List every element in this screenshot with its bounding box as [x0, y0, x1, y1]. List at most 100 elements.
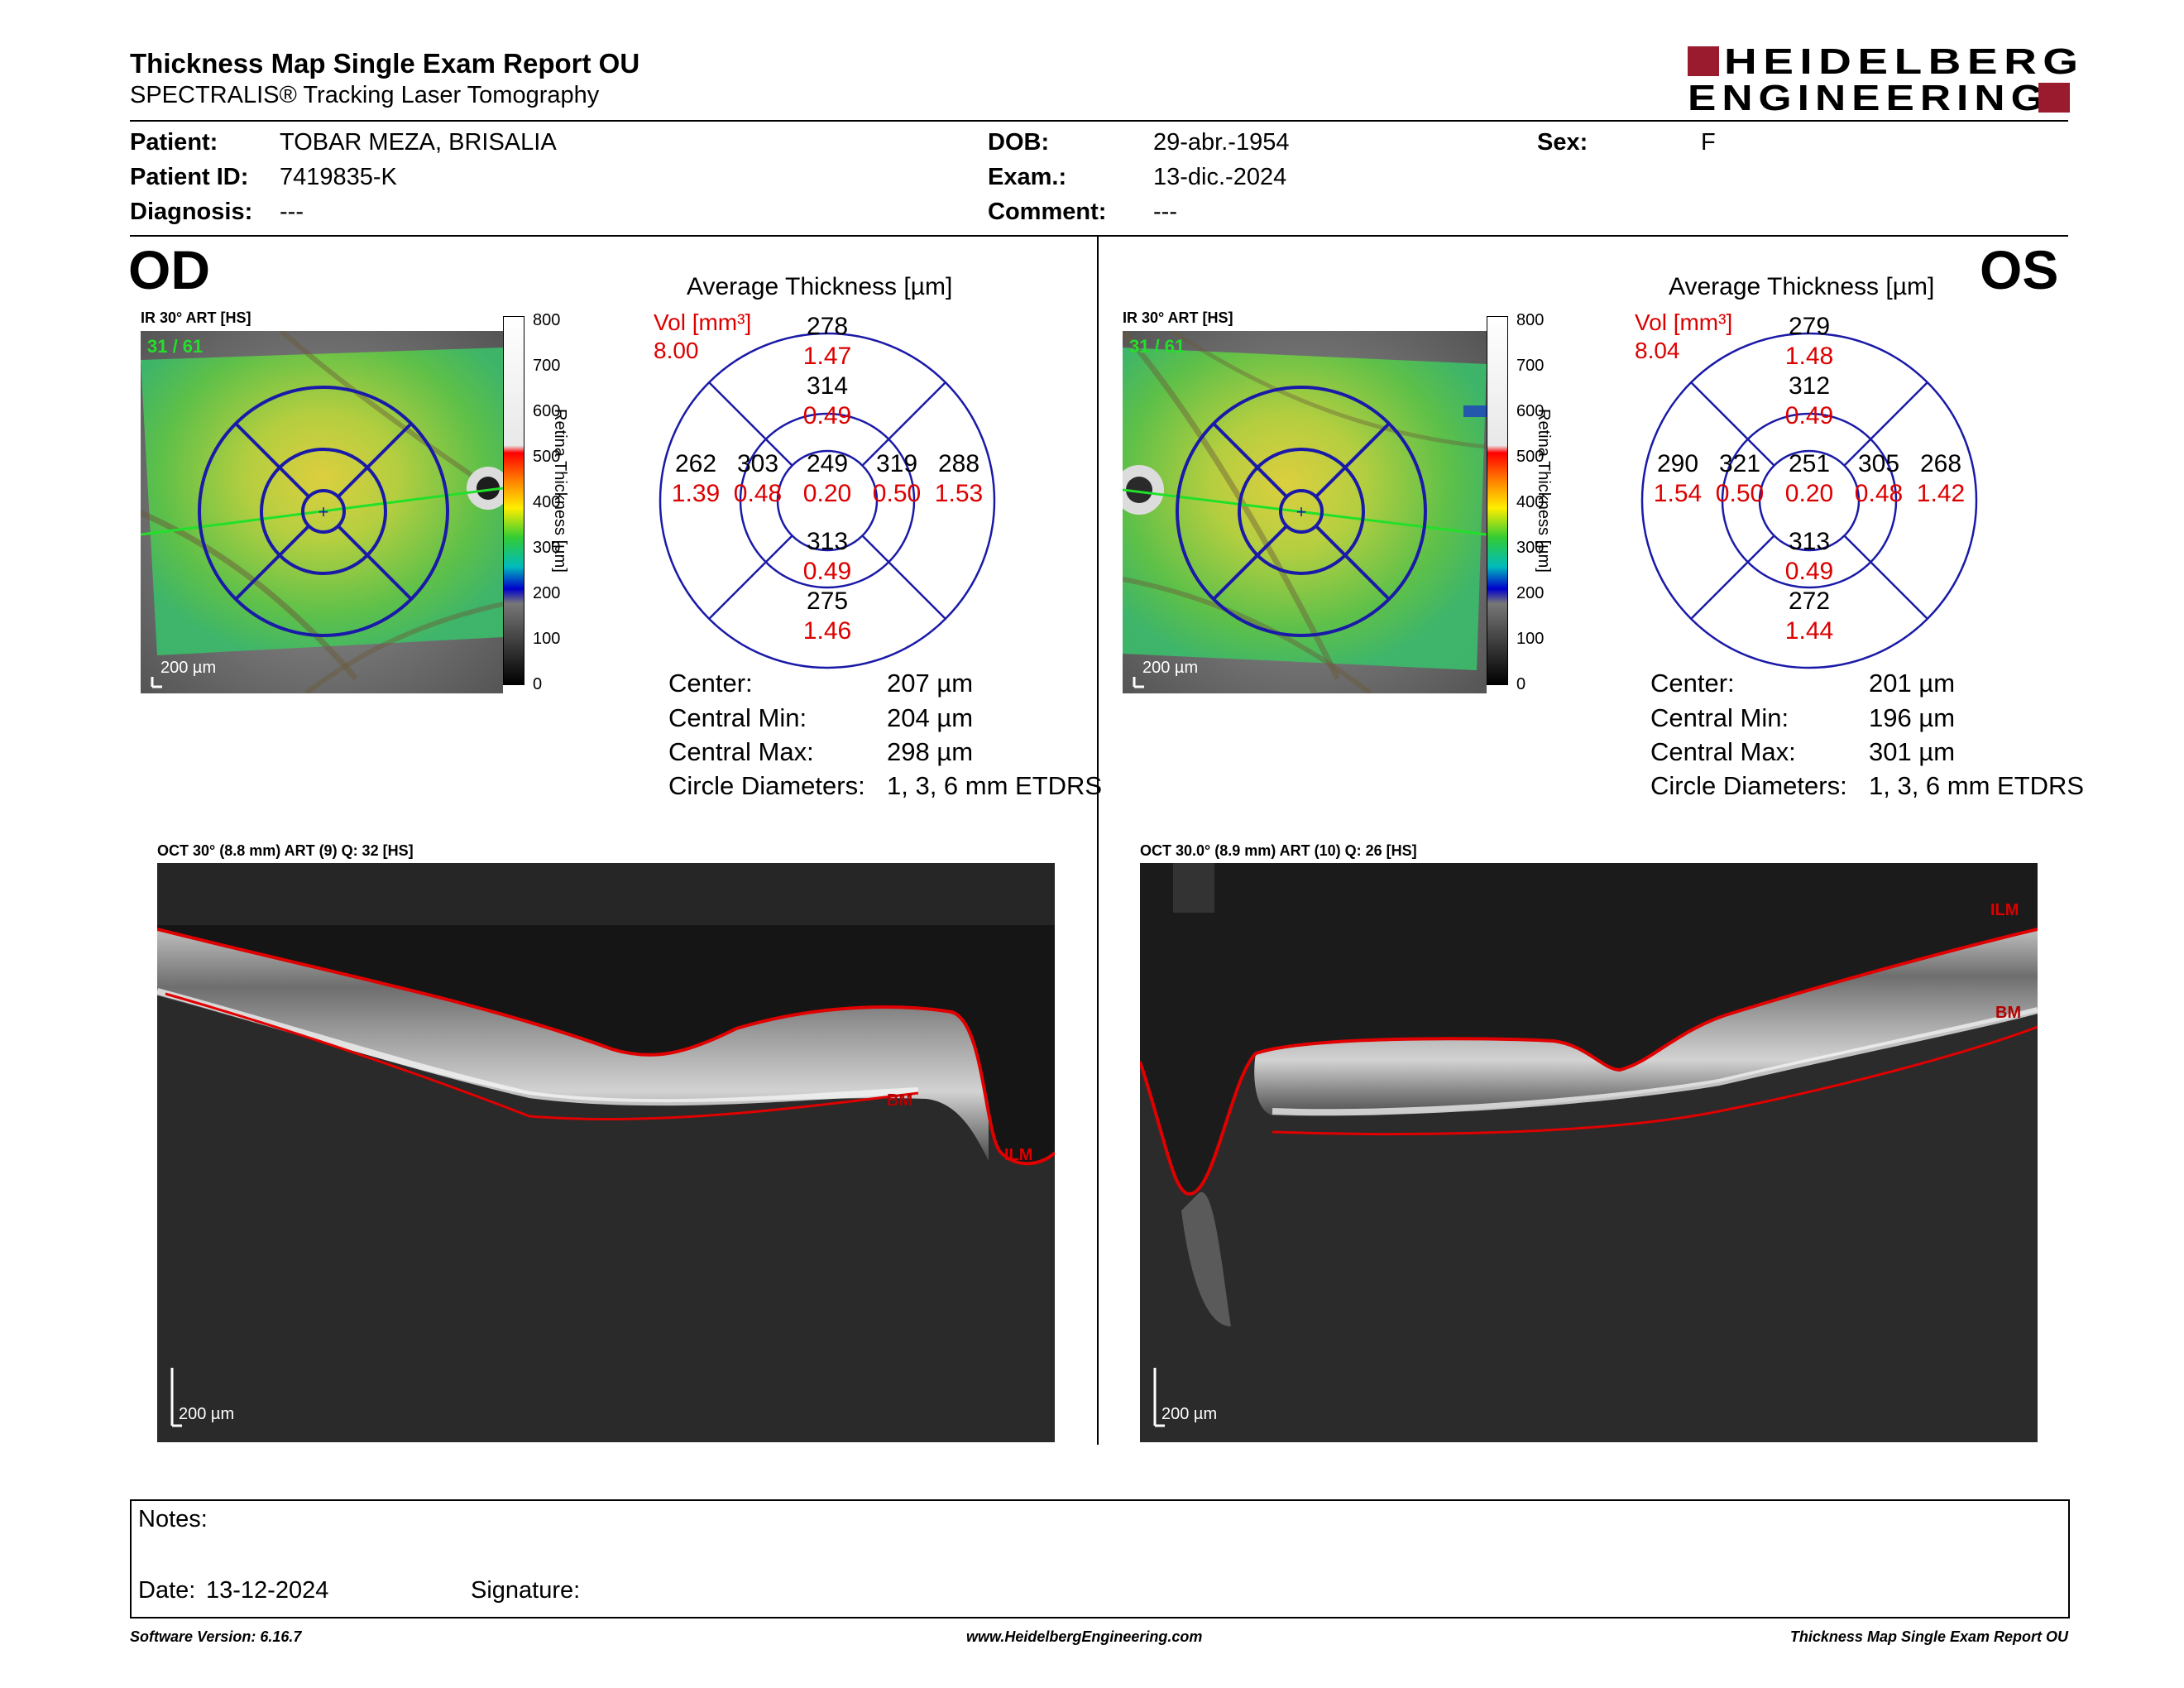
od-scale-tick: 200 [533, 584, 561, 602]
date-value: 13-12-2024 [206, 1577, 329, 1604]
sex-label: Sex: [1537, 129, 1588, 156]
od-scale-axis-label: Retina Thickness [µm] [551, 409, 569, 573]
os-inner-left-volume: 0.50 [1715, 480, 1765, 507]
comment-label: Comment: [988, 199, 1107, 225]
od-center-volume: 0.20 [802, 480, 852, 507]
os-scale-tick: 200 [1516, 584, 1545, 602]
logo-square-bottom [2038, 83, 2070, 113]
os-fundus-map: + 31 / 61 200 µm [1123, 331, 1487, 693]
od-stat-value: 204 µm [887, 703, 974, 732]
od-ir-counter: 31 / 61 [147, 336, 204, 357]
od-stat-label: Center: [668, 669, 753, 698]
od-inner-right-volume: 0.50 [872, 480, 922, 507]
os-vol-label: Vol [mm³] [1635, 309, 1733, 335]
os-stat-label: Central Max: [1650, 737, 1796, 766]
os-center-volume: 0.20 [1784, 480, 1834, 507]
od-thickness-scale: 800 700 600 500 400 300 200 100 0 Retina… [503, 311, 611, 697]
od-stat-label: Central Min: [668, 703, 807, 732]
od-scale-tick: 600 [533, 402, 561, 420]
os-oct-bscan: ILM BM 200 µm [1140, 863, 2038, 1442]
od-avg-title: Average Thickness [µm] [687, 273, 953, 300]
od-vol-total: 8.00 [654, 338, 699, 363]
report-title: Thickness Map Single Exam Report OU [130, 48, 640, 79]
os-scale-tick: 300 [1516, 539, 1545, 557]
od-scale-tick: 400 [533, 493, 561, 511]
logo-line-1: HEIDELBERG [1724, 41, 2085, 82]
os-inner-sup-thickness: 312 [1788, 372, 1831, 400]
notes-label: Notes: [138, 1506, 208, 1532]
od-inner-left-thickness: 303 [736, 450, 779, 477]
logo-square-top [1688, 46, 1719, 76]
od-scale-tick: 800 [533, 311, 561, 329]
od-etdrs-grid: 278 1.47 314 0.49 249 0.20 303 0.48 319 … [658, 313, 997, 670]
od-outer-inf-volume: 1.46 [802, 617, 852, 645]
os-scale-tick: 800 [1516, 311, 1545, 329]
os-stat-value: 301 µm [1869, 737, 1956, 766]
date-label: Date: [138, 1577, 196, 1604]
patient-name: TOBAR MEZA, BRISALIA [280, 129, 557, 156]
os-outer-inf-thickness: 272 [1788, 587, 1831, 615]
od-tag-ilm: ILM [1004, 1146, 1033, 1164]
os-oct-scale: 200 µm [1161, 1405, 1218, 1423]
diagnosis-label: Diagnosis: [130, 199, 253, 225]
os-outer-left-volume: 1.54 [1653, 480, 1703, 507]
os-outer-left-thickness: 290 [1656, 450, 1699, 477]
od-inner-inf-thickness: 313 [806, 528, 849, 555]
heidelberg-logo: HEIDELBERG ENGINEERING [1688, 41, 2078, 118]
os-stat-label: Center: [1650, 669, 1735, 698]
os-stat-value: 1, 3, 6 mm ETDRS [1869, 771, 2085, 800]
footer-website[interactable]: www.HeidelbergEngineering.com [966, 1628, 1203, 1645]
od-inner-left-volume: 0.48 [733, 480, 783, 507]
os-stat-label: Central Min: [1650, 703, 1789, 732]
od-inner-sup-thickness: 314 [806, 372, 849, 400]
os-vol-total: 8.04 [1635, 338, 1680, 363]
os-inner-inf-thickness: 313 [1788, 528, 1831, 555]
od-outer-left-thickness: 262 [674, 450, 717, 477]
exam-label: Exam.: [988, 164, 1067, 190]
os-scale-tick: 500 [1516, 448, 1545, 466]
report-subtitle: SPECTRALIS® Tracking Laser Tomography [130, 82, 600, 108]
od-label: OD [128, 239, 210, 300]
os-ir-counter: 31 / 61 [1129, 336, 1185, 357]
os-thickness-scale: 800 700 600 500 400 300 200 100 0 Retina… [1487, 311, 1594, 697]
patient-id: 7419835-K [280, 164, 397, 190]
os-outer-sup-volume: 1.48 [1784, 343, 1834, 370]
os-oct-title: OCT 30.0° (8.9 mm) ART (10) Q: 26 [HS] [1140, 842, 1417, 859]
od-fundus-map: + 31 / 61 200 µm [141, 331, 503, 693]
os-inner-left-thickness: 321 [1718, 450, 1761, 477]
od-stat-value: 298 µm [887, 737, 974, 766]
svg-text:+: + [1296, 501, 1307, 522]
od-oct-scale: 200 µm [179, 1405, 235, 1423]
os-center-thickness: 251 [1788, 450, 1831, 477]
os-avg-title: Average Thickness [µm] [1669, 273, 1935, 300]
os-outer-right-volume: 1.42 [1916, 480, 1966, 507]
comment-value: --- [1153, 199, 1177, 225]
os-scale-tick: 100 [1516, 630, 1545, 648]
os-outer-sup-thickness: 279 [1788, 313, 1831, 340]
notes-box[interactable]: Notes: Date: 13-12-2024 Signature: [130, 1499, 2070, 1618]
od-vol-label: Vol [mm³] [654, 309, 752, 335]
od-outer-sup-thickness: 278 [806, 313, 849, 340]
od-stat-value: 207 µm [887, 669, 974, 698]
os-scale-tick: 0 [1516, 675, 1526, 693]
diagnosis-value: --- [280, 199, 304, 225]
od-stat-label: Circle Diameters: [668, 771, 865, 800]
os-scale-axis-label: Retina Thickness [µm] [1535, 409, 1553, 573]
os-tag-ilm: ILM [1990, 901, 2019, 919]
svg-text:+: + [318, 501, 329, 522]
od-outer-right-volume: 1.53 [934, 480, 984, 507]
od-ir-title: IR 30° ART [HS] [141, 309, 251, 326]
footer-version: Software Version: 6.16.7 [130, 1628, 302, 1645]
info-rule [130, 235, 2068, 237]
od-inner-sup-volume: 0.49 [802, 402, 852, 429]
os-scale-bar [1487, 316, 1508, 685]
od-outer-inf-thickness: 275 [806, 587, 849, 615]
od-scale-tick: 100 [533, 630, 561, 648]
od-outer-right-thickness: 288 [937, 450, 980, 477]
od-oct-bscan: BM ILM 200 µm [157, 863, 1055, 1442]
os-inner-right-volume: 0.48 [1854, 480, 1904, 507]
od-center-thickness: 249 [806, 450, 849, 477]
od-tag-bm: BM [887, 1091, 913, 1110]
od-scale-tick: 500 [533, 448, 561, 466]
od-oct-title: OCT 30° (8.8 mm) ART (9) Q: 32 [HS] [157, 842, 414, 859]
